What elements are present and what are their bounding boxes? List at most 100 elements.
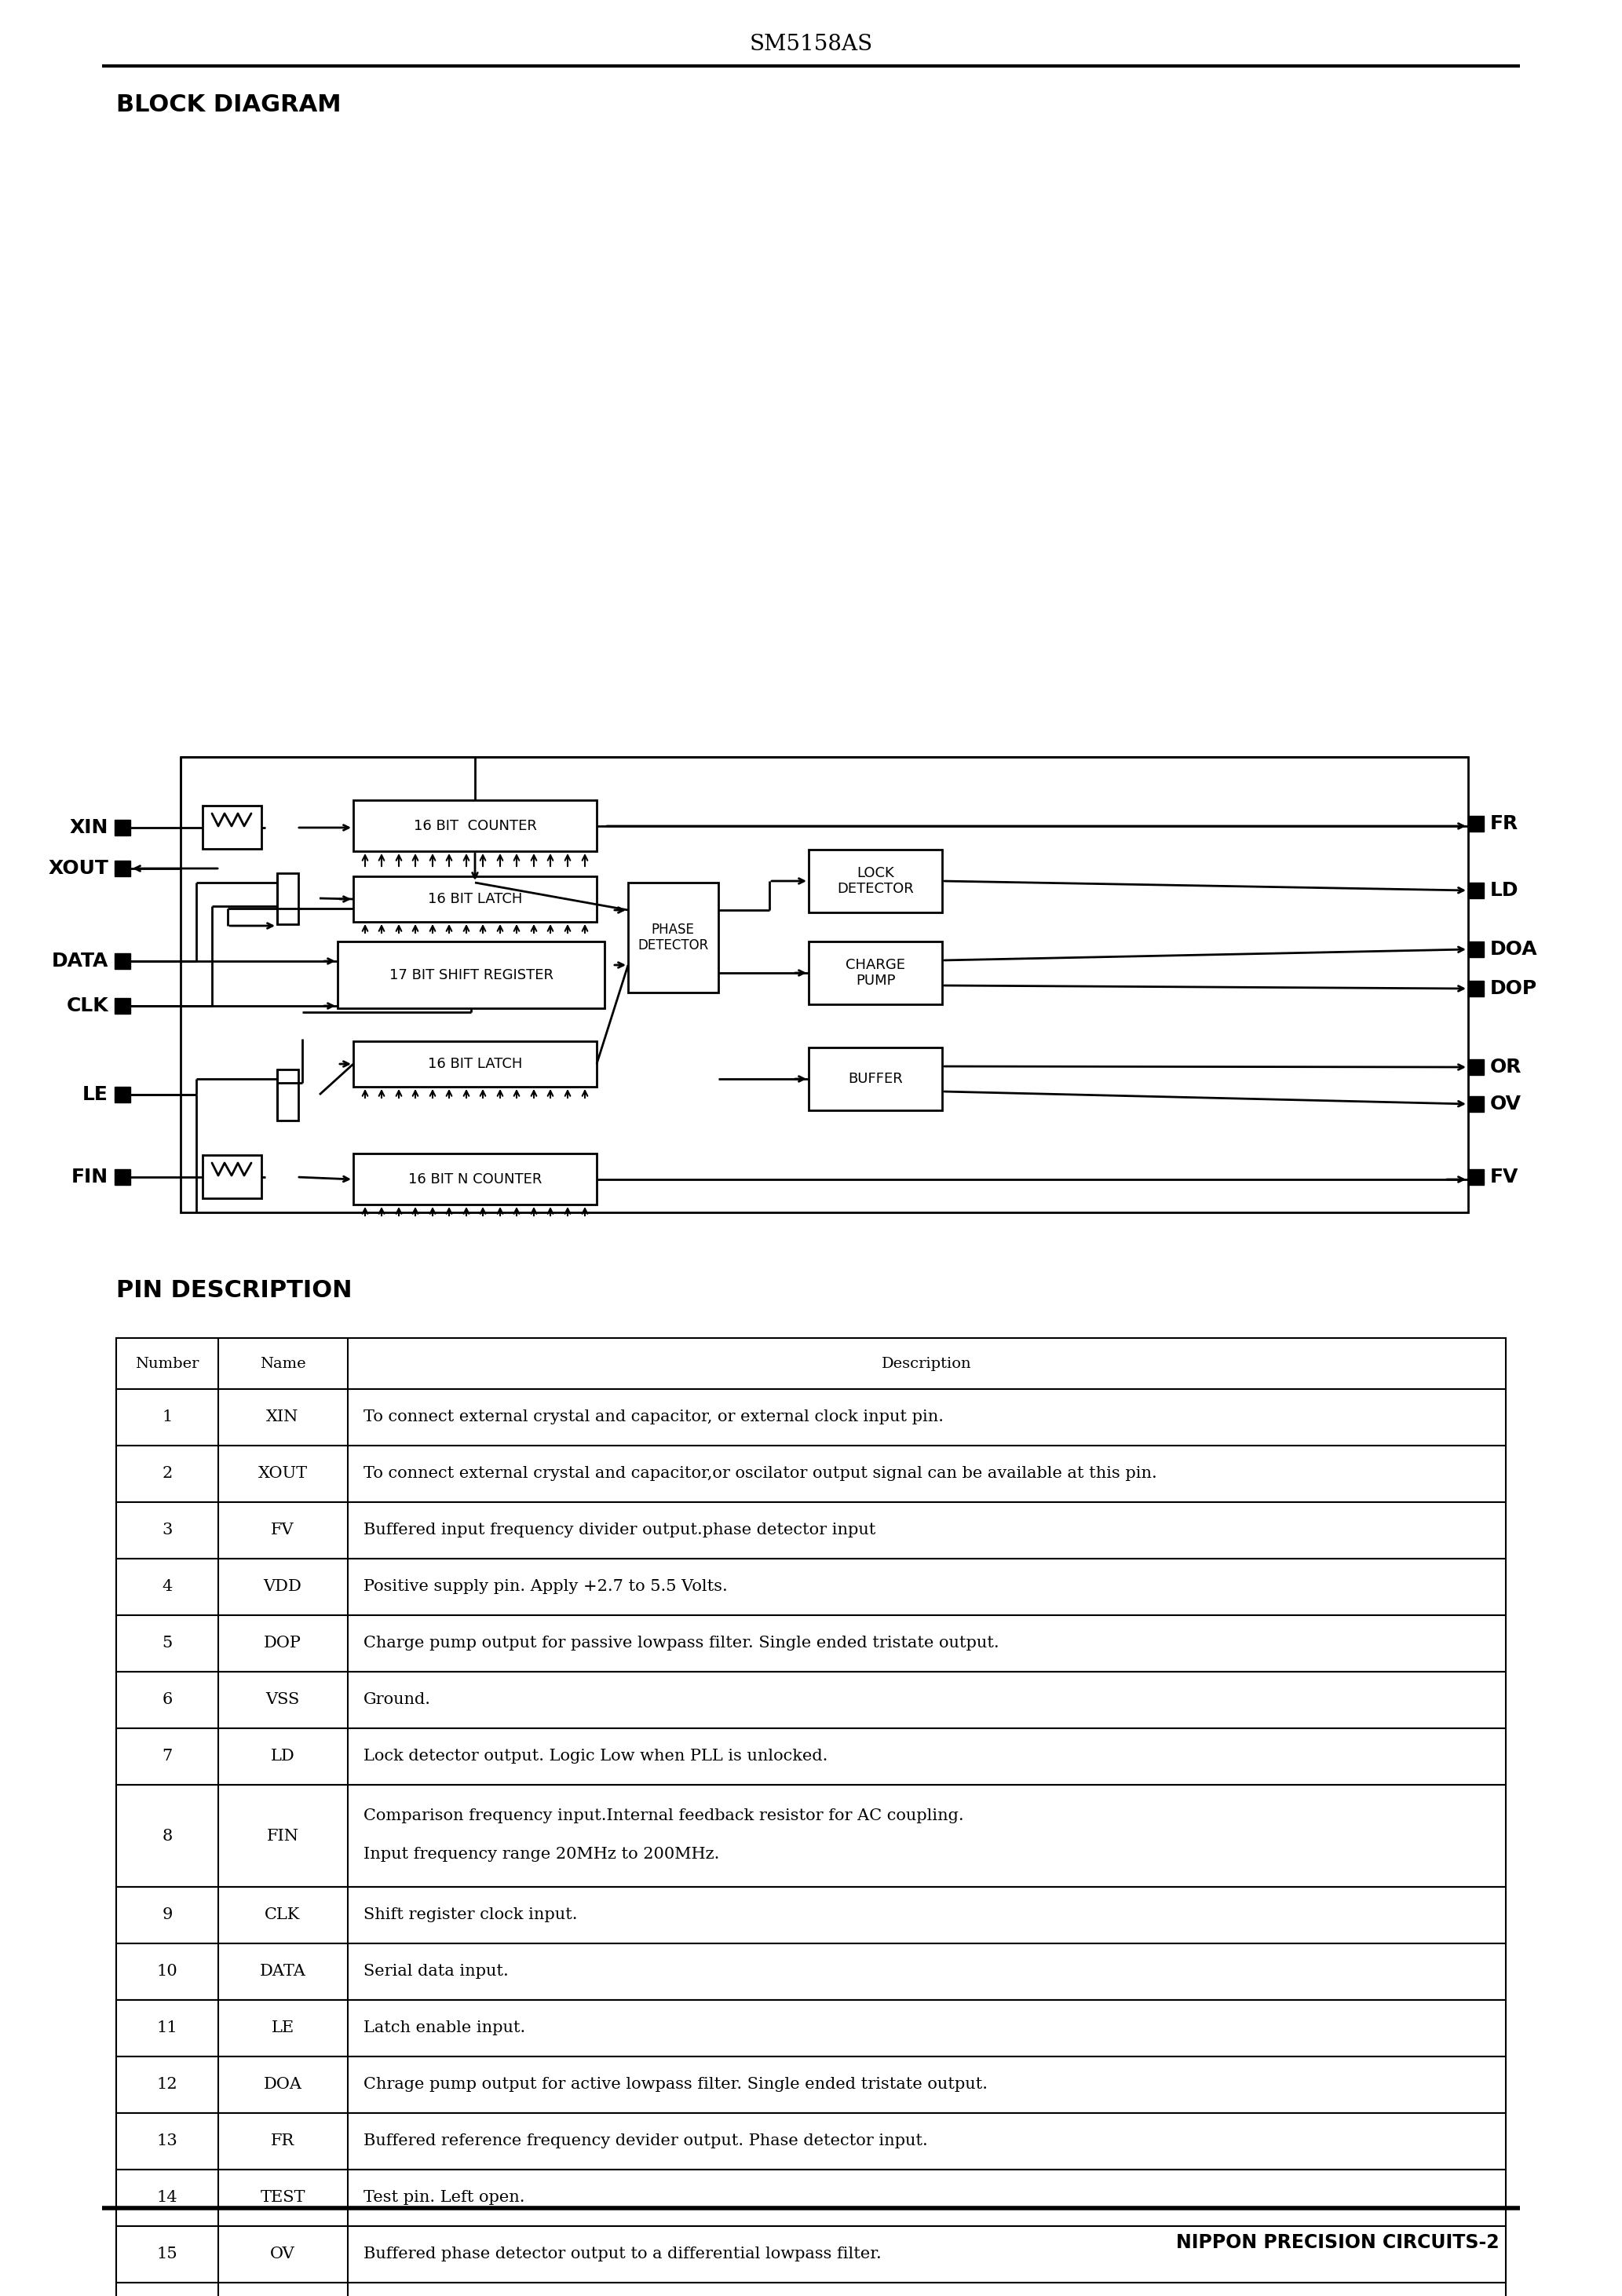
Bar [1468,1169,1484,1185]
Text: Description: Description [881,1357,972,1371]
Text: OV: OV [271,2248,295,2262]
Bar [115,999,130,1015]
Text: FV: FV [271,1522,294,1538]
Text: Ground.: Ground. [363,1692,431,1708]
Bar [354,799,597,852]
Bar [809,1047,942,1111]
Text: 12: 12 [157,2078,178,2092]
Text: LOCK
DETECTOR: LOCK DETECTOR [837,866,913,895]
Bar [277,1070,298,1120]
Text: 5: 5 [162,1637,172,1651]
Text: CLK: CLK [67,996,109,1015]
Text: FV: FV [1491,1169,1518,1187]
Text: Input frequency range 20MHz to 200MHz.: Input frequency range 20MHz to 200MHz. [363,1846,720,1862]
Text: LD: LD [1491,882,1518,900]
Text: VSS: VSS [266,1692,300,1708]
Bar [117,2057,1505,2112]
Bar [117,2227,1505,2282]
Bar [117,1502,1505,1559]
Text: OR: OR [1491,1058,1521,1077]
Bar [337,941,605,1008]
Text: To connect external crystal and capacitor, or external clock input pin.: To connect external crystal and capacito… [363,1410,944,1426]
Text: DATA: DATA [52,953,109,971]
Text: Chrage pump output for active lowpass filter. Single ended tristate output.: Chrage pump output for active lowpass fi… [363,2078,988,2092]
Text: 3: 3 [162,1522,172,1538]
Text: FR: FR [271,2133,295,2149]
Bar [117,1784,1505,1887]
Text: DATA: DATA [260,1965,305,1979]
Text: DOA: DOA [1491,939,1538,960]
Text: OV: OV [1491,1095,1521,1114]
Text: TEST: TEST [260,2190,305,2204]
Text: DOP: DOP [1491,978,1538,999]
Bar [277,872,298,923]
Bar [1468,980,1484,996]
Text: SM5158AS: SM5158AS [749,34,873,55]
Bar [117,1614,1505,1671]
Text: 17 BIT SHIFT REGISTER: 17 BIT SHIFT REGISTER [389,969,553,983]
Bar [809,850,942,912]
Text: BUFFER: BUFFER [848,1072,903,1086]
Bar [180,758,1468,1212]
Text: 11: 11 [157,2020,178,2037]
Text: Name: Name [260,1357,305,1371]
Text: 7: 7 [162,1750,172,1763]
Text: XOUT: XOUT [258,1467,308,1481]
Polygon shape [298,1070,310,1120]
Bar [203,806,261,850]
Text: LD: LD [271,1750,295,1763]
Text: FIN: FIN [71,1169,109,1187]
Text: FR: FR [1491,815,1518,833]
Text: PHASE
DETECTOR: PHASE DETECTOR [637,923,709,953]
Text: To connect external crystal and capacitor,or oscilator output signal can be avai: To connect external crystal and capacito… [363,1467,1156,1481]
Bar [115,820,130,836]
Text: NIPPON PRECISION CIRCUITS-2: NIPPON PRECISION CIRCUITS-2 [1176,2234,1499,2252]
Text: LE: LE [271,2020,294,2037]
Text: VDD: VDD [263,1580,302,1593]
Text: CLK: CLK [264,1908,300,1922]
Text: PIN DESCRIPTION: PIN DESCRIPTION [117,1279,352,1302]
Text: Test pin. Left open.: Test pin. Left open. [363,2190,526,2204]
Text: Positive supply pin. Apply +2.7 to 5.5 Volts.: Positive supply pin. Apply +2.7 to 5.5 V… [363,1580,728,1593]
Bar [354,877,597,923]
Text: Buffered reference frequency devider output. Phase detector input.: Buffered reference frequency devider out… [363,2133,928,2149]
Bar [117,1446,1505,1502]
Text: XIN: XIN [70,817,109,838]
Bar [1468,815,1484,831]
Text: 6: 6 [162,1692,172,1708]
Bar [203,1155,261,1199]
Text: 16 BIT  COUNTER: 16 BIT COUNTER [414,820,537,833]
Bar [117,1671,1505,1729]
Bar [117,1339,1505,1389]
Text: 14: 14 [157,2190,178,2204]
Text: Buffered phase detector output to a differential lowpass filter.: Buffered phase detector output to a diff… [363,2248,881,2262]
Text: Number: Number [135,1357,200,1371]
Text: Buffered input frequency divider output.phase detector input: Buffered input frequency divider output.… [363,1522,876,1538]
Text: 1: 1 [162,1410,172,1426]
Text: 10: 10 [157,1965,178,1979]
Text: Comparison frequency input.Internal feedback resistor for AC coupling.: Comparison frequency input.Internal feed… [363,1807,963,1823]
Bar [115,861,130,877]
Bar [117,1942,1505,2000]
Text: 15: 15 [157,2248,178,2262]
Text: 2: 2 [162,1467,172,1481]
Text: Shift register clock input.: Shift register clock input. [363,1908,577,1922]
Bar [628,882,719,992]
Text: 16 BIT LATCH: 16 BIT LATCH [428,893,522,907]
Text: 16 BIT N COUNTER: 16 BIT N COUNTER [409,1173,542,1187]
Bar [117,2000,1505,2057]
Text: DOA: DOA [263,2078,302,2092]
Text: 9: 9 [162,1908,172,1922]
Text: XIN: XIN [266,1410,298,1426]
Bar [117,2282,1505,2296]
Text: 4: 4 [162,1580,172,1593]
Bar [117,1887,1505,1942]
Text: XOUT: XOUT [49,859,109,877]
Bar [115,953,130,969]
Text: DOP: DOP [264,1637,302,1651]
Text: Serial data input.: Serial data input. [363,1965,509,1979]
Bar [809,941,942,1003]
Text: LE: LE [83,1086,109,1104]
Text: 16 BIT LATCH: 16 BIT LATCH [428,1056,522,1070]
Bar [117,1559,1505,1614]
